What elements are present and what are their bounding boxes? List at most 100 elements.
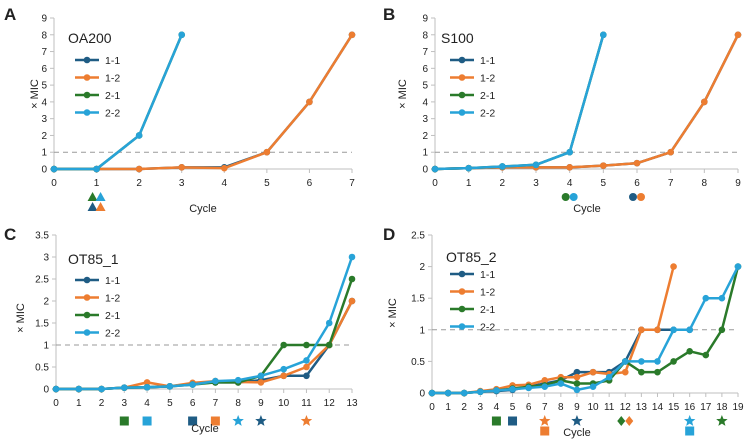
legend-label: 1-2 xyxy=(480,287,495,299)
series-2-2 xyxy=(428,263,742,397)
data-point xyxy=(263,148,271,156)
data-point xyxy=(589,368,597,376)
x-tick-label: 18 xyxy=(716,402,728,413)
legend-label: 1-1 xyxy=(480,269,495,281)
x-tick-label: 5 xyxy=(167,398,173,409)
chart-title: OT85_2 xyxy=(446,249,497,265)
data-point xyxy=(303,357,310,364)
y-tick-label: 0 xyxy=(43,385,49,396)
star-marker xyxy=(716,415,728,426)
data-point xyxy=(465,164,472,172)
x-tick-label: 2 xyxy=(500,178,506,189)
data-point xyxy=(600,162,607,169)
data-point xyxy=(178,31,186,39)
panel-d: D 00.511.522.50 1 2 3 4 5 6 7 8 9 10 11 12 13 14 15 16 17… xyxy=(383,225,744,439)
legend: 1-1 1-2 2-1 2-2 xyxy=(450,55,495,120)
legend-item-1-2: 1-2 xyxy=(450,287,495,299)
data-point xyxy=(280,341,287,349)
chart-title: S100 xyxy=(441,30,474,46)
data-point xyxy=(638,326,645,334)
legend-item-2-2: 2-2 xyxy=(450,108,495,120)
x-tick-label: 3 xyxy=(478,402,484,413)
series-1-2 xyxy=(50,31,356,173)
legend-label: 2-2 xyxy=(480,322,495,334)
series-line xyxy=(54,34,183,171)
legend-label: 2-2 xyxy=(105,328,120,340)
legend: 1-1 1-2 2-1 2-2 xyxy=(75,275,120,340)
panel-label: D xyxy=(383,225,395,244)
data-point xyxy=(654,358,661,365)
panel-a: A 0 1 2 3 4 5 6 7 8 9 0 1 2 3 4 5 6 7 OA200 × MIC Cycle 1… xyxy=(4,5,356,215)
data-point xyxy=(348,31,356,39)
data-point xyxy=(573,386,581,394)
legend-swatch-dot xyxy=(83,56,91,64)
panel-label: C xyxy=(4,225,16,244)
data-point xyxy=(348,275,356,283)
y-tick-label: 2 xyxy=(419,262,425,273)
data-point xyxy=(431,165,439,173)
x-tick-label: 4 xyxy=(144,398,150,409)
series-line xyxy=(54,34,354,171)
data-point xyxy=(667,148,674,156)
circle-marker xyxy=(629,193,637,201)
chart-title: OA200 xyxy=(68,30,112,46)
y-tick-label: 4 xyxy=(41,97,47,108)
y-axis-label: × MIC xyxy=(397,79,409,109)
legend-swatch-dot xyxy=(83,276,91,284)
legend-label: 2-1 xyxy=(480,304,495,316)
y-tick-label: 2.5 xyxy=(35,275,49,286)
data-point xyxy=(348,297,356,305)
legend-item-1-1: 1-1 xyxy=(450,269,495,281)
square-marker xyxy=(119,416,129,426)
data-point xyxy=(573,368,581,376)
legend-swatch-dot xyxy=(458,91,466,99)
x-tick-label: 7 xyxy=(213,398,219,409)
data-point xyxy=(557,380,565,387)
y-tick-label: 3 xyxy=(422,114,428,125)
data-point xyxy=(143,379,151,386)
legend-swatch-dot xyxy=(83,109,91,116)
y-tick-label: 3 xyxy=(41,114,47,125)
legend-item-2-2: 2-2 xyxy=(75,328,120,340)
legend-swatch-dot xyxy=(458,305,466,313)
x-tick-label: 12 xyxy=(620,402,632,413)
legend-item-2-1: 2-1 xyxy=(450,90,495,102)
data-point xyxy=(541,377,549,384)
series-2-1 xyxy=(431,31,607,173)
triangle-marker xyxy=(95,192,106,201)
data-point xyxy=(654,368,661,376)
x-tick-label: 9 xyxy=(574,402,580,413)
x-tick-label: 8 xyxy=(558,402,564,413)
y-tick-label: 3 xyxy=(43,253,49,264)
data-point xyxy=(633,159,641,167)
y-tick-label: 0.5 xyxy=(35,363,49,374)
data-point xyxy=(701,98,708,106)
legend-label: 2-1 xyxy=(105,90,120,102)
legend-label: 1-1 xyxy=(480,55,495,67)
cycle-markers xyxy=(119,415,313,426)
y-axis-label: × MIC xyxy=(29,79,41,109)
x-tick-label: 14 xyxy=(652,402,664,413)
plot-area: 0 1 2 3 4 5 6 7 8 9 0 1 2 3 4 5 6 7 xyxy=(41,14,356,211)
legend-item-2-2: 2-2 xyxy=(450,322,495,334)
y-tick-label: 3.5 xyxy=(35,231,49,242)
square-marker xyxy=(188,416,198,426)
data-point xyxy=(525,384,532,392)
y-tick-label: 2 xyxy=(422,131,428,142)
star-marker xyxy=(232,415,244,426)
x-tick-label: 0 xyxy=(53,398,59,409)
data-point xyxy=(509,385,516,393)
data-point xyxy=(566,148,573,156)
y-tick-label: 2 xyxy=(43,297,49,308)
data-point xyxy=(280,372,287,380)
legend-swatch-dot xyxy=(83,329,91,336)
data-point xyxy=(135,132,143,139)
legend-item-1-2: 1-2 xyxy=(450,73,495,85)
legend-swatch-dot xyxy=(83,74,91,81)
x-tick-label: 17 xyxy=(700,402,712,413)
data-point xyxy=(600,31,607,39)
triangle-marker xyxy=(87,202,98,211)
y-tick-label: 1.5 xyxy=(411,294,425,305)
y-tick-label: 8 xyxy=(422,30,428,41)
x-tick-label: 11 xyxy=(301,398,312,409)
